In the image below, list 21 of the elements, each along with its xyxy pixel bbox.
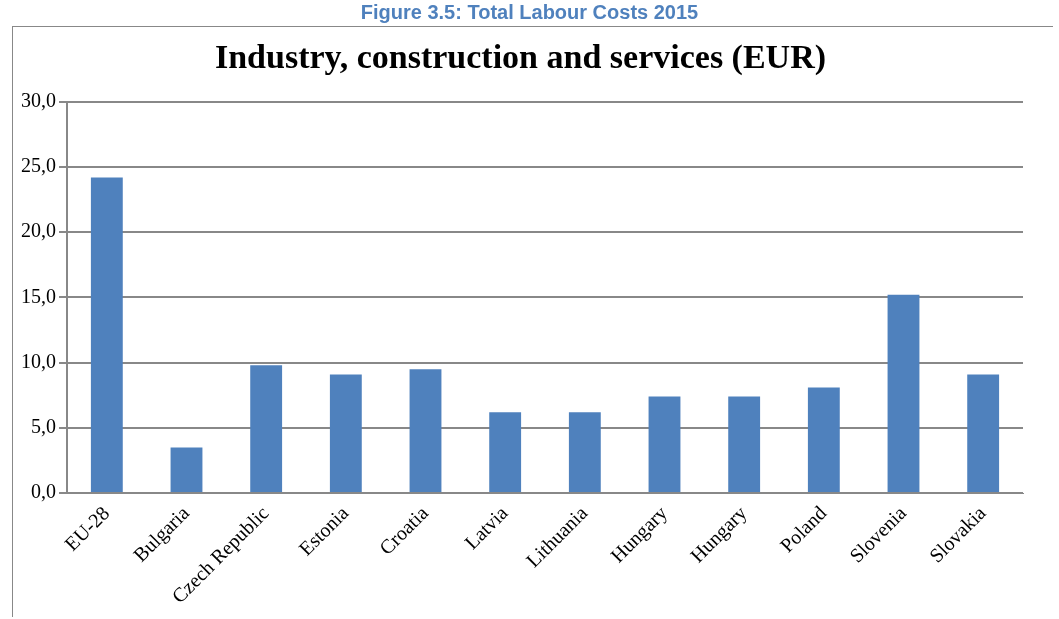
- y-tick-label: 20,0: [21, 219, 56, 242]
- bar: [329, 374, 362, 493]
- bar: [887, 294, 920, 493]
- bar: [568, 412, 601, 493]
- bar: [648, 396, 681, 493]
- bar: [807, 387, 840, 493]
- bar: [170, 447, 203, 493]
- bar: [250, 365, 283, 493]
- y-tick-label: 25,0: [21, 154, 56, 177]
- bar: [728, 396, 761, 493]
- bar: [90, 177, 123, 493]
- y-tick-label: 10,0: [21, 349, 56, 372]
- chart-title: Figure 3.5: Total Labour Costs 2015: [359, 0, 700, 24]
- y-tick-label: 15,0: [21, 284, 56, 307]
- bar: [409, 369, 442, 493]
- y-tick-label: 0,0: [31, 480, 56, 503]
- chart-subtitle: Industry, construction and services (EUR): [214, 38, 827, 77]
- y-tick-label: 5,0: [31, 415, 56, 438]
- bar: [967, 374, 1000, 493]
- bar: [489, 412, 522, 493]
- y-tick-label: 30,0: [21, 89, 56, 112]
